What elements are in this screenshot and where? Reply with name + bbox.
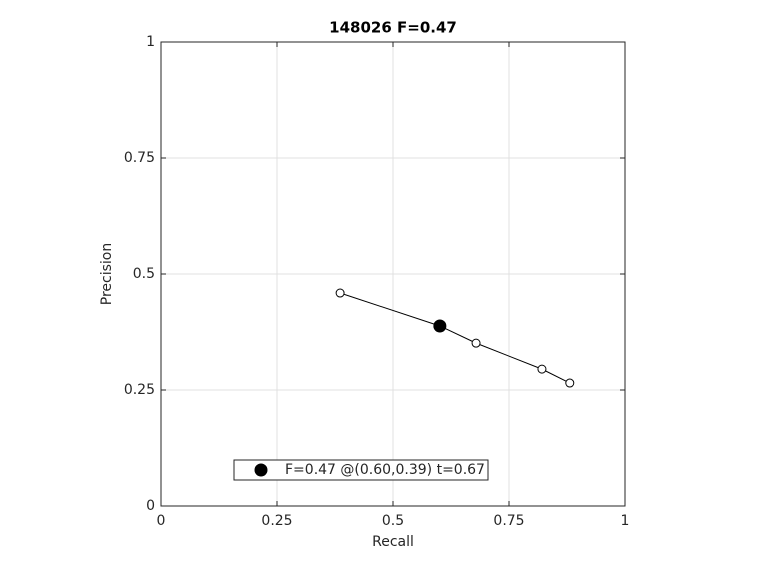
legend-box <box>233 459 489 481</box>
point <box>565 378 575 388</box>
filled-point <box>433 319 447 333</box>
y-tick-label: 0.5 <box>133 266 155 282</box>
x-tick-label: 0.75 <box>493 513 524 529</box>
x-axis-label: Recall <box>372 534 414 550</box>
point <box>471 338 481 348</box>
y-axis-label: Precision <box>99 243 115 305</box>
legend-marker <box>254 463 268 477</box>
x-tick-label: 0.25 <box>261 513 292 529</box>
y-tick-label: 0.25 <box>124 382 155 398</box>
point <box>537 364 547 374</box>
x-tick-label: 1 <box>621 513 630 529</box>
chart-title: 148026 F=0.47 <box>329 19 457 37</box>
legend-label: F=0.47 @(0.60,0.39) t=0.67 <box>285 462 485 478</box>
point <box>335 288 345 298</box>
x-tick-label: 0 <box>157 513 166 529</box>
axes-box <box>160 41 626 507</box>
y-tick-label: 0.75 <box>124 150 155 166</box>
x-tick-label: 0.5 <box>382 513 404 529</box>
y-tick-label: 1 <box>146 34 155 50</box>
y-tick-label: 0 <box>146 498 155 514</box>
